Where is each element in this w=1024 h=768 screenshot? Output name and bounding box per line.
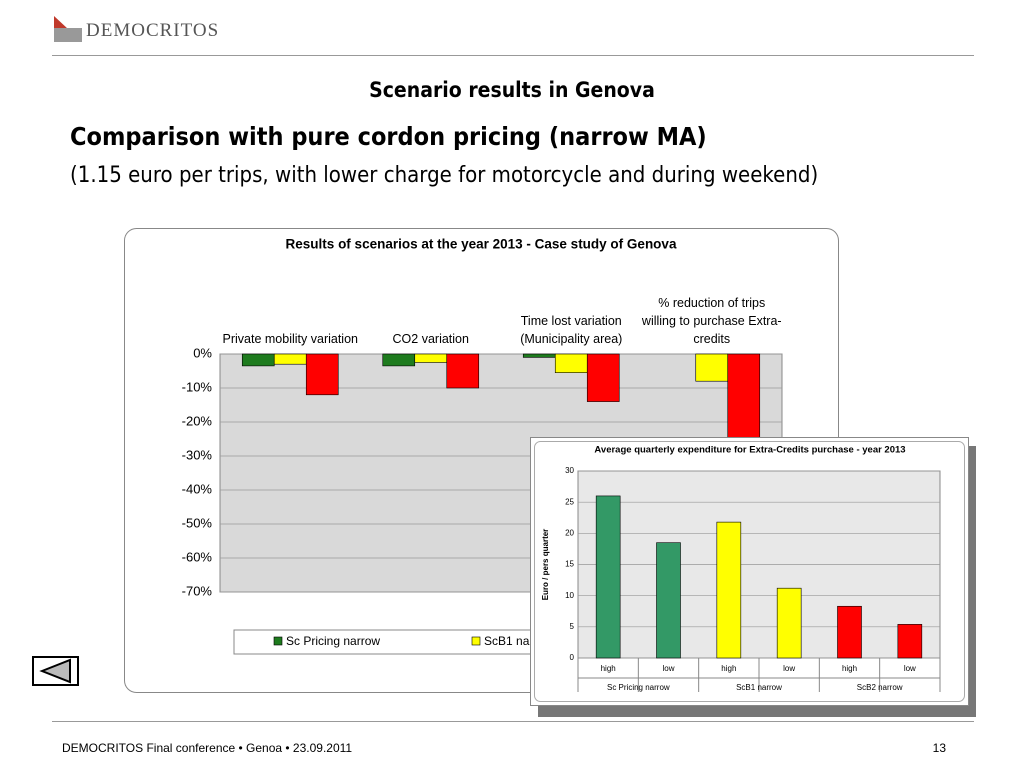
bar — [656, 542, 681, 659]
footer-text: DEMOCRITOS Final conference • Genoa • 23… — [62, 741, 353, 755]
bar — [897, 624, 923, 659]
legend-swatch — [273, 636, 283, 646]
y-tick-label: -60% — [182, 549, 213, 564]
bar — [446, 353, 480, 389]
y-tick-label: 15 — [565, 560, 574, 569]
y-tick-label: 0 — [570, 653, 575, 662]
y-tick-label: 0% — [193, 345, 212, 360]
bar — [382, 353, 416, 367]
x-tick-label: low — [904, 664, 916, 673]
x-category-label: Private mobility variation — [222, 332, 358, 346]
bar — [554, 353, 588, 374]
x-tick-label: high — [842, 664, 857, 673]
x-group-label: Sc Pricing narrow — [607, 683, 670, 692]
bar — [586, 353, 620, 402]
subheading: (1.15 euro per trips, with lower charge … — [70, 163, 819, 188]
chart-title: Results of scenarios at the year 2013 - … — [286, 237, 677, 252]
y-tick-label: 20 — [565, 528, 574, 537]
y-tick-label: -50% — [182, 515, 213, 530]
header-rule — [52, 55, 974, 56]
x-group-label: ScB2 narrow — [857, 683, 903, 692]
bar — [837, 605, 862, 659]
page-number: 13 — [932, 741, 946, 755]
slide-title: Scenario results in Genova — [369, 78, 655, 102]
bar — [716, 521, 742, 659]
x-category-label: % reduction of trips willing to purchase… — [641, 296, 782, 346]
x-group-label: ScB1 narrow — [736, 683, 782, 692]
y-axis-label: Euro / pers quarter — [541, 529, 550, 601]
x-category-label: CO2 variation — [392, 332, 469, 346]
bar — [522, 353, 556, 358]
y-tick-label: 30 — [565, 466, 574, 475]
x-category-label: Time lost variation (Municipality area) — [520, 314, 623, 346]
bar — [305, 353, 339, 396]
y-tick-label: -70% — [182, 583, 213, 598]
x-tick-label: low — [783, 664, 795, 673]
bar — [241, 353, 275, 367]
x-tick-label: high — [721, 664, 736, 673]
y-tick-label: -40% — [182, 481, 213, 496]
bar — [595, 495, 621, 659]
bar — [273, 353, 307, 365]
legend-swatch — [471, 636, 481, 646]
logo-icon — [54, 16, 82, 42]
y-tick-label: -10% — [182, 379, 213, 394]
y-tick-label: 10 — [565, 591, 574, 600]
footer-rule — [52, 721, 974, 722]
y-tick-label: 5 — [570, 622, 575, 631]
chart-title: Average quarterly expenditure for Extra-… — [594, 445, 905, 456]
x-tick-label: low — [662, 664, 674, 673]
legend-label: Sc Pricing narrow — [286, 634, 380, 648]
bar — [776, 587, 802, 659]
logo-text: DEMOCRITOS — [86, 20, 220, 41]
y-tick-label: -30% — [182, 447, 213, 462]
x-category-label: Time lost variation (Municipality area) — [520, 314, 623, 346]
chart-2: Average quarterly expenditure for Extra-… — [530, 437, 976, 717]
y-tick-label: -20% — [182, 413, 213, 428]
heading: Comparison with pure cordon pricing (nar… — [70, 122, 707, 151]
x-category-label: CO2 variation — [392, 332, 469, 346]
y-tick-label: 25 — [565, 497, 574, 506]
x-category-label: % reduction of trips willing to purchase… — [641, 296, 782, 346]
x-category-label: Private mobility variation — [222, 332, 358, 346]
bar — [414, 353, 448, 363]
x-tick-label: high — [601, 664, 616, 673]
back-button[interactable] — [32, 656, 80, 688]
bar — [695, 353, 729, 382]
